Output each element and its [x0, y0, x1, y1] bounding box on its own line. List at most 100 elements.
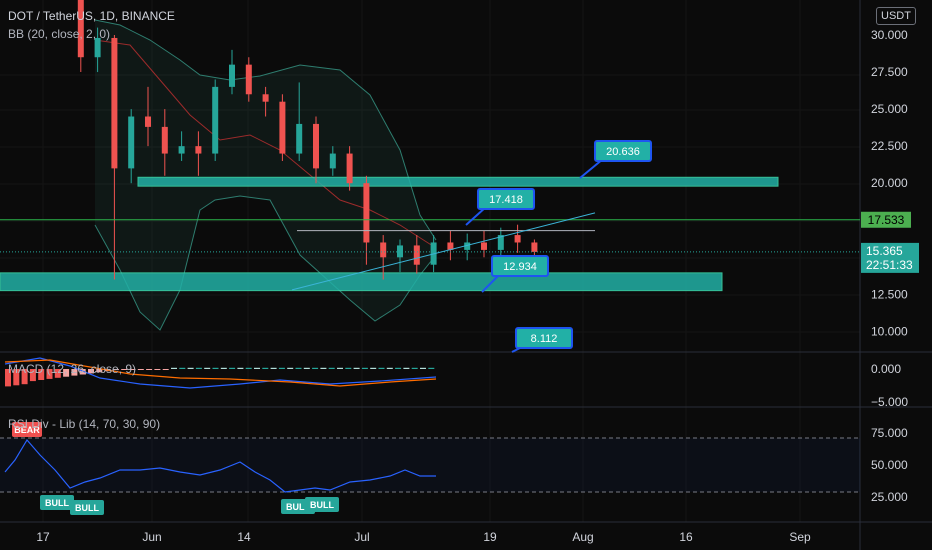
currency-selector[interactable]: USDT [876, 7, 916, 25]
macd-histogram-bar [220, 367, 227, 369]
trend-lines[interactable] [0, 212, 860, 291]
last-price-badge [861, 242, 919, 273]
candle-body [329, 153, 336, 169]
callout-text: 17.418 [489, 194, 523, 206]
bollinger-bands [94, 19, 437, 331]
rsi-pane [0, 437, 860, 493]
macd-histogram-bar [295, 367, 302, 369]
macd-histogram-bar [237, 367, 244, 369]
macd-histogram-bar [71, 369, 78, 376]
signal-badge [305, 497, 339, 512]
macd-histogram-bar [154, 369, 161, 370]
price-tick: 25.000 [871, 102, 908, 116]
macd-histogram-bar [129, 369, 136, 370]
price-callout: 17.418 [465, 188, 535, 226]
candle-body [212, 86, 219, 154]
candle-body [413, 245, 420, 265]
macd-histogram-bar [403, 367, 410, 369]
bb-legend: BB (20, close, 2, 0) [8, 27, 111, 41]
macd-histogram-bar [187, 367, 194, 369]
macd-tick: 0.000 [871, 362, 901, 376]
bb-basis [94, 39, 437, 249]
candle-body [279, 101, 286, 154]
signal-badge [12, 422, 42, 437]
rsi-line [4, 438, 436, 493]
macd-histogram-bar [287, 367, 294, 369]
candle-body [229, 64, 235, 87]
rsi-legend: RSI Div - Lib (14, 70, 30, 90) [8, 417, 161, 431]
callout-text: 12.934 [503, 261, 537, 273]
signal-text: BULL [286, 502, 310, 512]
candle-body [128, 116, 135, 169]
macd-histogram-bar [96, 369, 103, 373]
macd-histogram-bar [278, 367, 285, 369]
candle-body [397, 245, 403, 258]
time-tick: 16 [679, 530, 693, 544]
macd-histogram-bar [361, 367, 368, 369]
candles [77, 0, 538, 280]
candle-body [245, 64, 252, 95]
macd-histogram-bar [420, 367, 426, 369]
macd-histogram-bar [254, 367, 260, 369]
candle-body [380, 242, 387, 258]
macd-histogram-bar [245, 367, 252, 369]
signal-badge [40, 495, 74, 510]
macd-histogram-bar [386, 367, 393, 369]
signal-badge [70, 500, 104, 515]
macd-line [4, 357, 437, 389]
candle-body [77, 0, 84, 58]
candle-body [531, 242, 538, 252]
signal-text: BULL [75, 503, 99, 513]
candle-body [178, 146, 185, 154]
candle-body [195, 146, 202, 154]
macd-histogram-bar [5, 369, 11, 387]
candle-body [363, 183, 370, 243]
macd-tick: −5.000 [871, 395, 908, 409]
price-tick: 27.500 [871, 65, 908, 79]
rsi-tick: 25.000 [871, 490, 908, 504]
macd-histogram-bar [21, 369, 28, 385]
candle-body [346, 153, 353, 184]
time-axis: 17 Jun 14 Jul 19 Aug 16 Sep [36, 530, 811, 544]
price-callout: 20.636 [579, 140, 652, 179]
candle-body [464, 242, 471, 250]
macd-histogram-bar [88, 369, 94, 374]
macd-histogram-bar [312, 367, 319, 369]
rsi-tick: 75.000 [871, 426, 908, 440]
candle-body [514, 235, 521, 243]
macd-pane [4, 357, 437, 389]
macd-histogram-bar [229, 367, 236, 369]
macd-histogram-bar [38, 369, 45, 380]
macd-histogram-bar [13, 369, 20, 386]
line-price-badge [861, 211, 911, 228]
macd-histogram-bar [303, 367, 310, 369]
signal-label: BULL [70, 500, 104, 515]
candle-body [497, 235, 504, 250]
resistance-zone [137, 176, 779, 187]
macd-histogram-bar [270, 367, 277, 369]
time-tick: Aug [572, 530, 593, 544]
callout-text: 8.112 [531, 333, 558, 345]
callout-text: 20.636 [606, 146, 640, 158]
time-tick: Jul [354, 530, 369, 544]
signal-label: BEAR [12, 422, 42, 437]
price-callout: 8.112 [511, 327, 573, 353]
signal-text: BEAR [14, 425, 40, 435]
macd-histogram-bar [195, 367, 202, 369]
candle-body [94, 37, 101, 58]
macd-histogram-bar [146, 369, 153, 370]
bb-upper [94, 19, 437, 241]
macd-histogram-bar [428, 367, 435, 369]
macd-histogram-bar [121, 369, 128, 370]
price-tick: 20.000 [871, 176, 908, 190]
macd-histogram-bar [79, 369, 86, 375]
line-price-text: 17.533 [868, 213, 905, 227]
macd-histogram-bar [345, 367, 352, 369]
macd-histogram-bar [411, 367, 418, 369]
macd-histogram-bar [171, 367, 177, 369]
bb-fill [95, 20, 436, 330]
candle-body [447, 242, 454, 250]
time-tick: Jun [142, 530, 161, 544]
